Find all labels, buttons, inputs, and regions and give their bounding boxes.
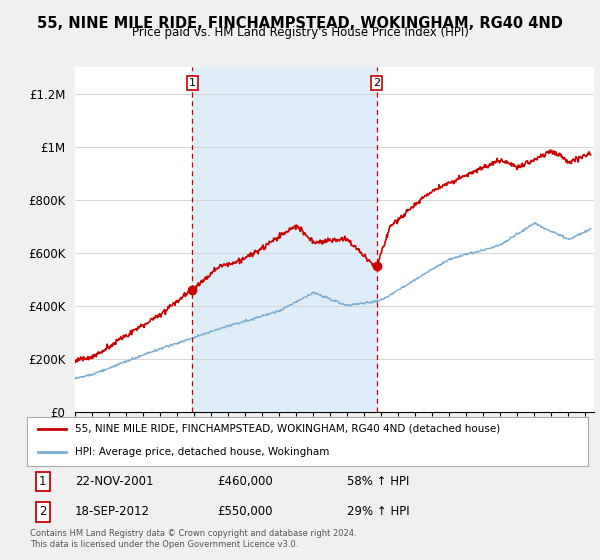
Text: £460,000: £460,000 (218, 475, 274, 488)
Bar (193, 67, 377, 412)
Text: Contains HM Land Registry data © Crown copyright and database right 2024.
This d: Contains HM Land Registry data © Crown c… (30, 529, 356, 549)
Text: 58% ↑ HPI: 58% ↑ HPI (347, 475, 409, 488)
Text: HPI: Average price, detached house, Wokingham: HPI: Average price, detached house, Woki… (74, 447, 329, 457)
Text: 1: 1 (39, 475, 46, 488)
Text: 29% ↑ HPI: 29% ↑ HPI (347, 505, 409, 519)
Text: 55, NINE MILE RIDE, FINCHAMPSTEAD, WOKINGHAM, RG40 4ND: 55, NINE MILE RIDE, FINCHAMPSTEAD, WOKIN… (37, 16, 563, 31)
Text: 18-SEP-2012: 18-SEP-2012 (74, 505, 149, 519)
Text: Price paid vs. HM Land Registry's House Price Index (HPI): Price paid vs. HM Land Registry's House … (131, 26, 469, 39)
Text: 2: 2 (39, 505, 46, 519)
Text: 55, NINE MILE RIDE, FINCHAMPSTEAD, WOKINGHAM, RG40 4ND (detached house): 55, NINE MILE RIDE, FINCHAMPSTEAD, WOKIN… (74, 424, 500, 434)
Text: £550,000: £550,000 (218, 505, 273, 519)
Text: 1: 1 (189, 78, 196, 88)
Text: 2: 2 (373, 78, 380, 88)
Text: 22-NOV-2001: 22-NOV-2001 (74, 475, 153, 488)
